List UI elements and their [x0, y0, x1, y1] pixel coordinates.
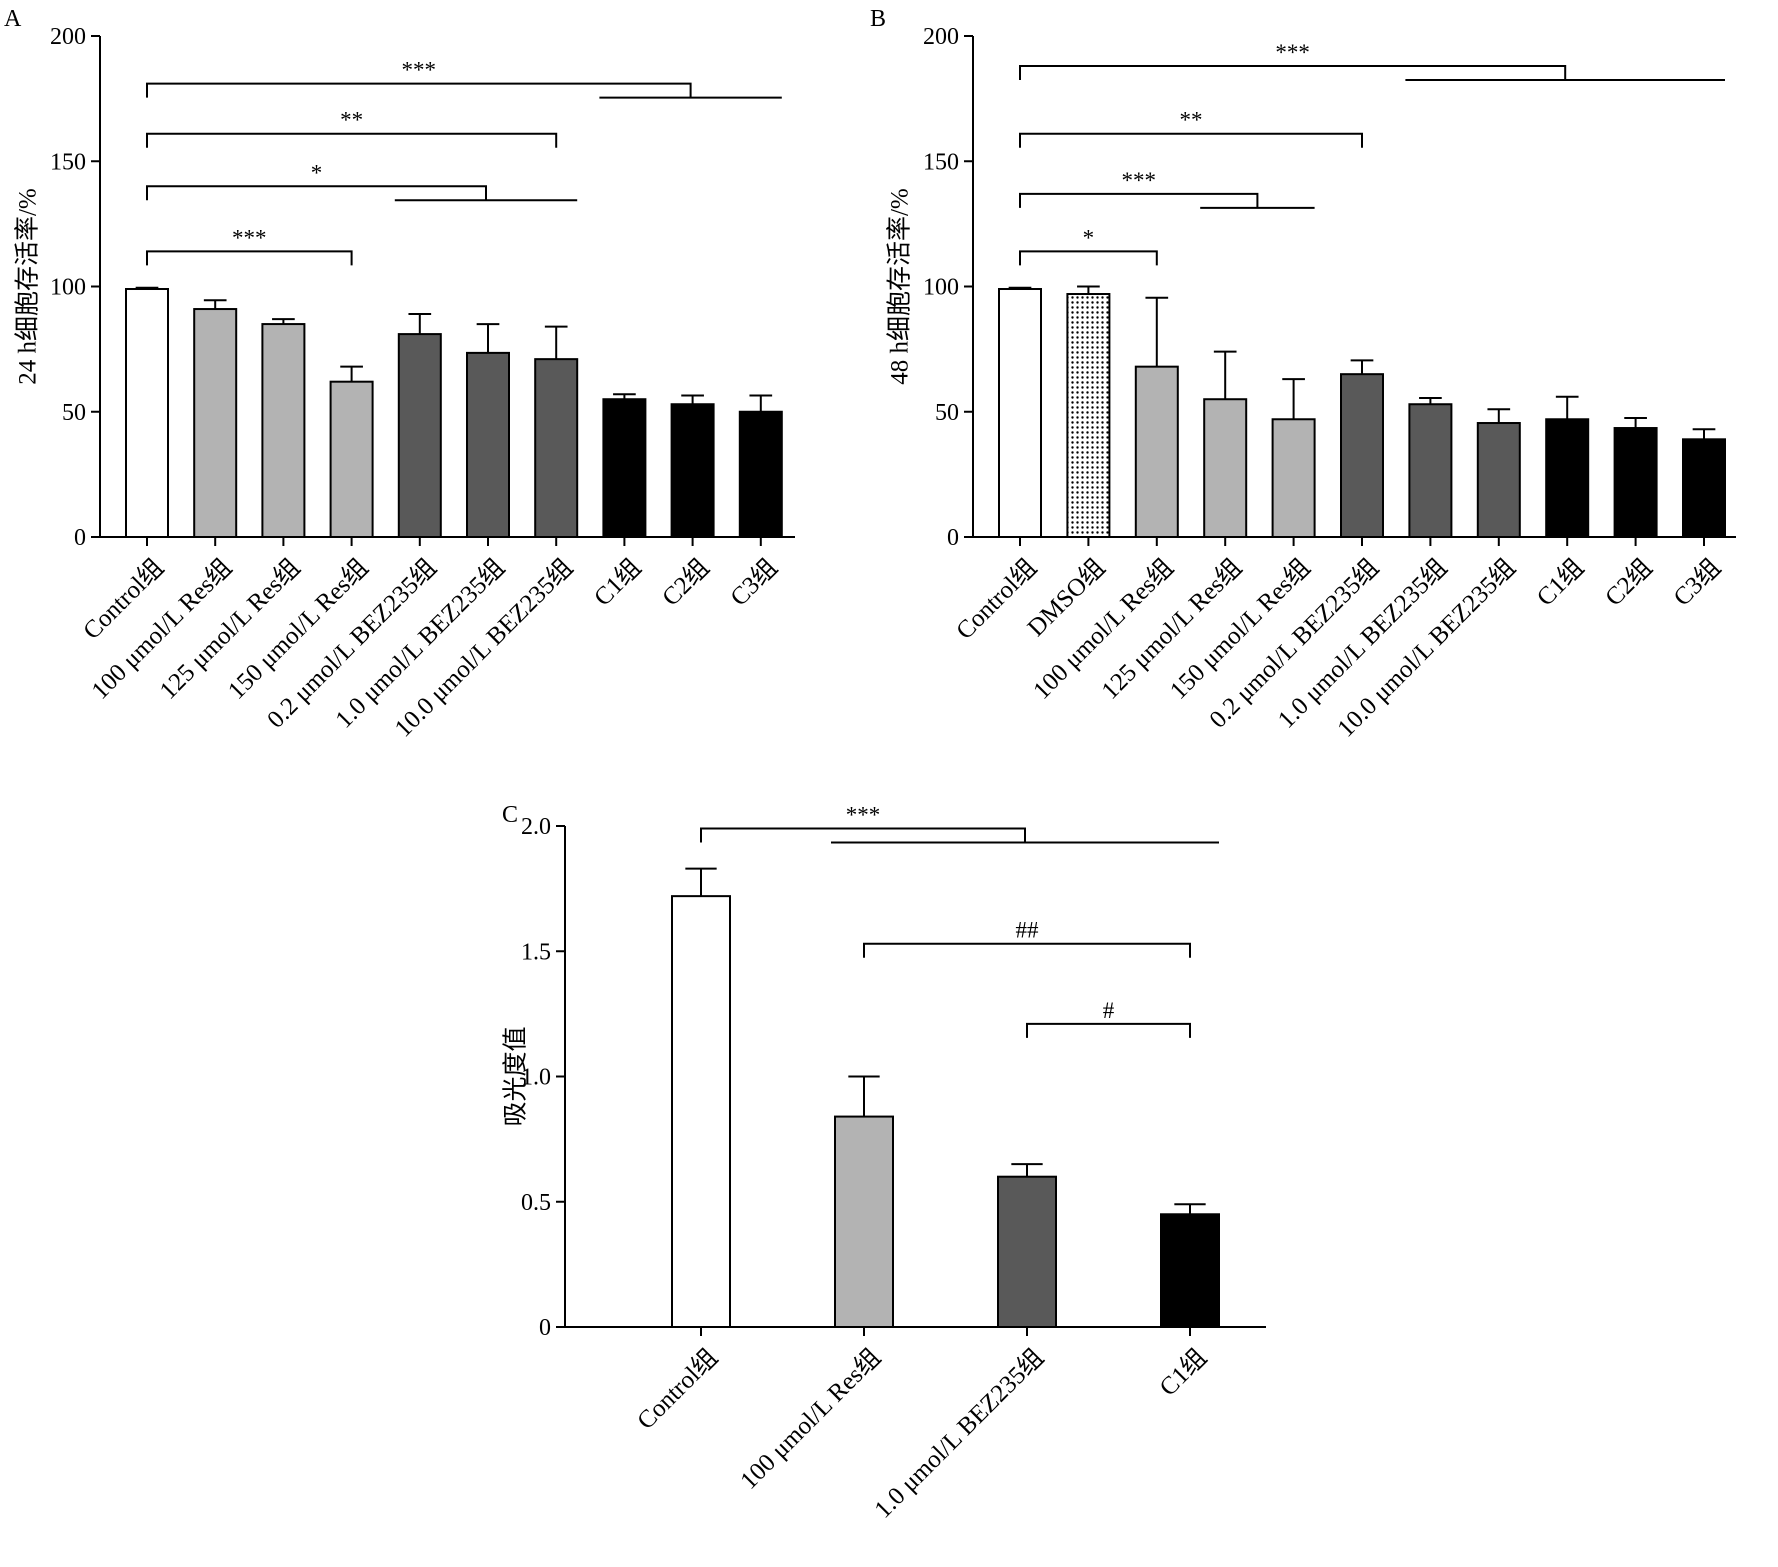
significance-bracket — [863, 942, 1191, 958]
y-tick-label: 200 — [923, 24, 959, 50]
category-label: Control组 — [951, 553, 1043, 645]
category-label: 100 μmol/L Res组 — [735, 1343, 886, 1494]
bar — [329, 380, 374, 538]
bar — [261, 323, 306, 539]
bar — [998, 288, 1042, 538]
bar — [1476, 422, 1521, 538]
category-label: Control组 — [632, 1343, 724, 1435]
significance-label: ** — [1180, 108, 1203, 133]
significance-label: ## — [1016, 918, 1040, 943]
panel-letter: A — [4, 6, 22, 32]
category-label: C2组 — [657, 553, 715, 611]
y-tick-label: 100 — [50, 275, 86, 301]
y-tick-label: 1.5 — [521, 939, 551, 965]
bar — [738, 410, 783, 538]
y-axis-title: 吸光度值 — [502, 1026, 530, 1126]
bar — [534, 358, 579, 538]
bar — [466, 351, 510, 538]
bar — [670, 403, 715, 538]
category-label: C3组 — [1668, 553, 1726, 611]
chart-panel-c: C 0 0.5 1.0 1.5 2.0 吸光度值 Control组 100 μmol/L Res… — [502, 802, 1266, 1524]
bar — [1408, 403, 1453, 538]
bar — [1203, 398, 1248, 538]
significance-bracket — [1026, 1022, 1191, 1038]
significance-label: * — [311, 160, 323, 185]
significance-bracket — [1019, 132, 1363, 148]
significance-bracket — [1019, 192, 1259, 208]
bar — [193, 308, 238, 539]
category-label: C2组 — [1600, 553, 1658, 611]
bar — [1340, 373, 1384, 538]
significance-bracket — [146, 82, 692, 98]
significance-bracket — [146, 132, 558, 148]
category-label: 1.0 μmol/L BEZ235组 — [869, 1343, 1049, 1523]
y-tick-label: 0 — [947, 525, 959, 551]
y-tick-label: 1.0 — [521, 1065, 551, 1091]
y-tick-label: 150 — [923, 149, 959, 175]
bar — [1271, 418, 1316, 539]
y-tick-label: 0 — [539, 1315, 551, 1341]
y-axis-title: 24 h细胞存活率/% — [14, 188, 42, 385]
y-tick-label: 150 — [50, 149, 86, 175]
significance-label: *** — [1121, 168, 1156, 193]
y-tick-label: 200 — [50, 24, 86, 50]
y-tick-label: 50 — [62, 400, 86, 426]
significance-bracket — [1019, 250, 1158, 266]
bar — [602, 398, 647, 538]
bar — [1134, 365, 1179, 538]
panel-letter: B — [870, 6, 886, 32]
panel-letter: C — [502, 802, 518, 828]
significance-label: # — [1103, 998, 1115, 1023]
significance-label: * — [1083, 225, 1095, 250]
category-label: C3组 — [725, 553, 783, 611]
significance-label: *** — [1275, 40, 1310, 65]
y-tick-label: 0 — [74, 525, 86, 551]
bar — [397, 333, 442, 538]
bar — [1682, 438, 1726, 538]
bar — [1545, 418, 1590, 539]
bar — [997, 1175, 1057, 1328]
y-tick-label: 50 — [935, 400, 959, 426]
y-tick-label: 100 — [923, 275, 959, 301]
significance-bracket — [1019, 65, 1567, 81]
bar — [125, 288, 169, 538]
y-tick-label: 0.5 — [521, 1190, 551, 1216]
category-label: C1组 — [1531, 553, 1589, 611]
bar — [834, 1115, 894, 1328]
bar — [671, 895, 731, 1328]
bar — [1160, 1213, 1220, 1329]
significance-label: *** — [232, 225, 267, 250]
y-tick-label: 2.0 — [521, 814, 551, 840]
category-label: C1组 — [1154, 1343, 1212, 1401]
bar — [1066, 293, 1111, 539]
bar — [1613, 427, 1658, 538]
significance-label: *** — [846, 803, 881, 828]
significance-label: ** — [340, 108, 363, 133]
significance-label: *** — [402, 58, 437, 83]
significance-bracket — [700, 827, 1026, 843]
category-label: C1组 — [588, 553, 646, 611]
significance-bracket — [146, 250, 353, 266]
y-axis-title: 48 h细胞存活率/% — [886, 188, 914, 385]
significance-bracket — [146, 185, 487, 201]
